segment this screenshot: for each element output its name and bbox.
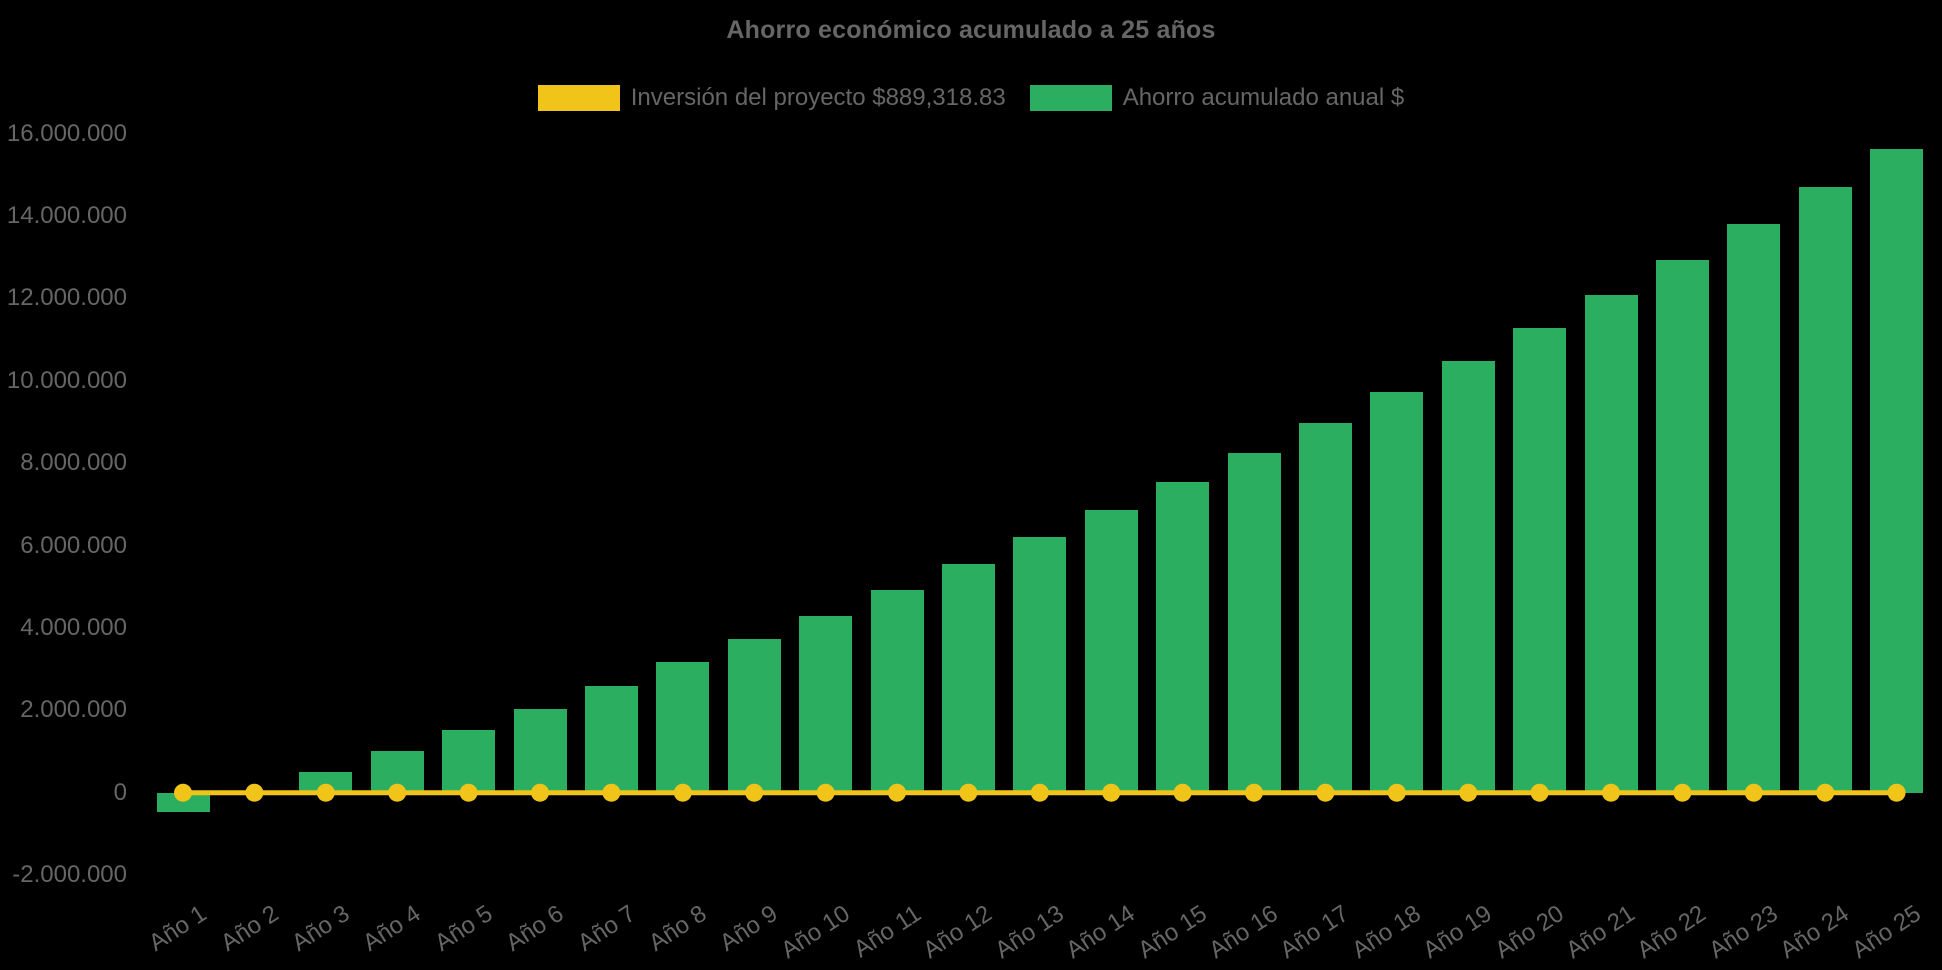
bar-año-24 [1798, 187, 1852, 793]
x-axis-label: Año 21 [1561, 900, 1640, 965]
bar-año-9 [727, 638, 781, 793]
bar-año-20 [1513, 327, 1567, 793]
x-axis-label: Año 20 [1489, 900, 1569, 965]
x-axis-label: Año 16 [1204, 900, 1283, 965]
y-axis-label: -2.000.000 [12, 861, 127, 889]
bar-año-18 [1370, 392, 1424, 793]
x-axis-label: Año 14 [1061, 900, 1140, 965]
x-axis-label: Año 1 [144, 900, 212, 957]
bar-año-16 [1227, 453, 1281, 793]
investment-line-marker [245, 783, 264, 802]
x-axis-label: Año 11 [848, 900, 926, 964]
y-axis-label: 10.000.000 [6, 366, 127, 394]
x-axis-label: Año 5 [430, 900, 498, 957]
y-axis-label: 2.000.000 [20, 696, 127, 724]
investment-swatch-icon [537, 85, 620, 111]
bar-año-15 [1156, 482, 1210, 793]
y-axis-label: 8.000.000 [20, 449, 127, 477]
bar-año-19 [1441, 361, 1495, 793]
x-axis-label: Año 2 [215, 900, 284, 957]
bar-año-8 [656, 661, 710, 793]
y-axis-label: 6.000.000 [20, 531, 127, 559]
y-axis-label: 12.000.000 [6, 284, 127, 312]
bar-año-6 [513, 709, 567, 793]
x-axis-label: Año 24 [1775, 900, 1854, 965]
legend-label-savings: Ahorro acumulado anual $ [1122, 84, 1405, 111]
x-axis-label: Año 4 [358, 900, 426, 957]
x-axis-label: Año 22 [1632, 900, 1712, 965]
x-axis-label: Año 15 [1132, 900, 1212, 965]
bar-año-1 [156, 792, 210, 812]
bar-año-17 [1298, 423, 1352, 793]
legend-item-savings[interactable]: Ahorro acumulado anual $ [1029, 84, 1405, 112]
x-axis-label: Año 25 [1846, 900, 1926, 965]
bar-año-22 [1655, 259, 1709, 793]
bar-año-10 [799, 615, 853, 793]
bar-año-13 [1013, 537, 1067, 793]
bar-año-7 [584, 685, 638, 793]
x-axis-label: Año 10 [775, 900, 855, 965]
y-axis-label: 16.000.000 [6, 119, 127, 147]
x-axis-label: Año 8 [644, 900, 712, 957]
bar-año-2 [227, 791, 281, 793]
x-axis-label: Año 12 [918, 900, 998, 965]
x-axis-label: Año 23 [1704, 900, 1783, 965]
bar-año-5 [442, 729, 496, 793]
chart-title: Ahorro económico acumulado a 25 años [726, 16, 1216, 44]
bar-año-4 [370, 750, 424, 793]
legend-item-investment[interactable]: Inversión del proyecto $889,318.83 [537, 84, 1006, 112]
bar-año-21 [1584, 295, 1638, 793]
x-axis-label: Año 6 [501, 900, 569, 957]
bar-año-12 [941, 564, 995, 793]
x-axis-label: Año 9 [715, 900, 783, 957]
bar-año-23 [1727, 224, 1781, 793]
x-axis-label: Año 17 [1275, 900, 1355, 965]
x-axis-label: Año 19 [1418, 900, 1497, 965]
y-axis-label: 0 [113, 778, 127, 806]
y-axis-label: 14.000.000 [6, 201, 127, 229]
x-axis-label: Año 7 [572, 900, 641, 957]
bar-año-3 [299, 771, 353, 793]
bar-año-11 [870, 590, 924, 793]
savings-swatch-icon [1029, 85, 1112, 111]
x-axis-label: Año 3 [287, 900, 355, 957]
x-axis-label: Año 18 [1347, 900, 1426, 965]
bar-año-25 [1870, 148, 1924, 793]
y-axis-label: 4.000.000 [20, 613, 127, 641]
x-axis-label: Año 13 [990, 900, 1069, 965]
legend-label-investment: Inversión del proyecto $889,318.83 [630, 84, 1006, 111]
bar-año-14 [1084, 510, 1138, 793]
chart-legend: Inversión del proyecto $889,318.83 Ahorr… [0, 84, 1942, 112]
